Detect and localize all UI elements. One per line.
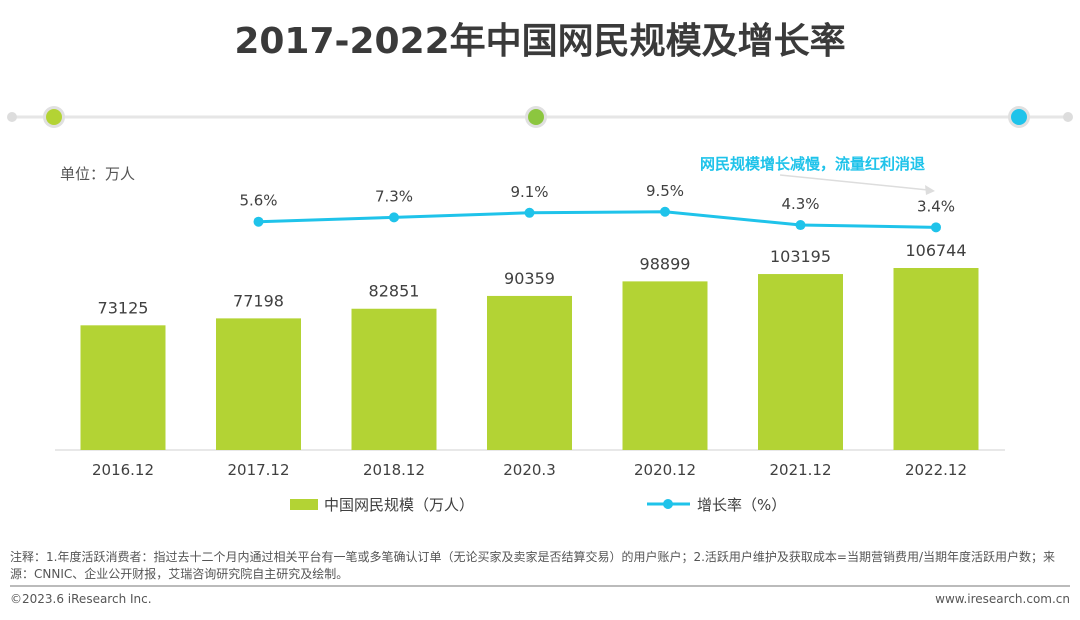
copyright: ©2023.6 iResearch Inc. [10, 592, 152, 606]
growth-point [524, 207, 535, 218]
x-tick-label: 2020.3 [503, 461, 556, 479]
annotation-arrowhead [925, 185, 935, 195]
annotation-arrow [779, 174, 929, 191]
timeline-end-dot [7, 112, 17, 122]
legend-bar-label: 中国网民规模（万人） [324, 496, 474, 514]
legend-bar-swatch [290, 499, 318, 510]
growth-line [258, 210, 937, 229]
x-tick-label: 2021.12 [769, 461, 831, 479]
timeline-dot [1011, 109, 1027, 125]
line-value-label: 5.6% [239, 192, 277, 210]
bar [487, 295, 572, 450]
chart: 73125 2016.12 77198 2017.12 5.6% 82851 2018.12… [7, 106, 1073, 514]
divider [10, 585, 1070, 587]
bar-value-label: 90359 [504, 269, 555, 288]
timeline-dot [528, 109, 544, 125]
bar-value-label: 82851 [369, 282, 420, 301]
line-value-label: 9.1% [510, 183, 548, 201]
x-tick-label: 2022.12 [905, 461, 967, 479]
bar-value-label: 73125 [98, 298, 149, 317]
bar [622, 281, 708, 450]
annotation: 网民规模增长减慢，流量红利消退 [700, 155, 926, 173]
bar [893, 268, 979, 450]
x-tick-label: 2020.12 [634, 461, 696, 479]
bar [80, 325, 166, 450]
chart-title: 2017-2022年中国网民规模及增长率 [234, 21, 846, 62]
bar-value-label: 106744 [905, 241, 966, 260]
line-value-label: 3.4% [917, 197, 955, 215]
x-tick-label: 2017.12 [227, 461, 289, 479]
bar-value-label: 77198 [233, 291, 284, 310]
bar-value-label: 103195 [770, 247, 831, 266]
growth-point [795, 220, 806, 231]
growth-point [253, 216, 264, 227]
legend-line-label: 增长率（%） [697, 496, 786, 514]
x-tick-label: 2016.12 [92, 461, 154, 479]
line-value-label: 7.3% [375, 187, 413, 205]
x-tick-label: 2018.12 [363, 461, 425, 479]
growth-point [660, 206, 670, 217]
bar [351, 308, 437, 450]
footnote: 注释：1.年度活跃消费者：指过去十二个月内通过相关平台有一笔或多笔确认订单（无论… [10, 550, 1056, 581]
line-value-label: 9.5% [646, 182, 684, 200]
growth-point [389, 212, 399, 223]
legend-line-marker [663, 499, 673, 509]
unit-label: 单位：万人 [60, 165, 136, 183]
bar [216, 318, 301, 450]
line-value-label: 4.3% [781, 195, 819, 213]
bar-value-label: 98899 [640, 254, 691, 273]
timeline-dot [46, 109, 62, 125]
bar [758, 274, 843, 450]
growth-point [931, 222, 941, 233]
timeline-end-dot [1063, 112, 1073, 122]
website: www.iresearch.com.cn [935, 592, 1070, 606]
